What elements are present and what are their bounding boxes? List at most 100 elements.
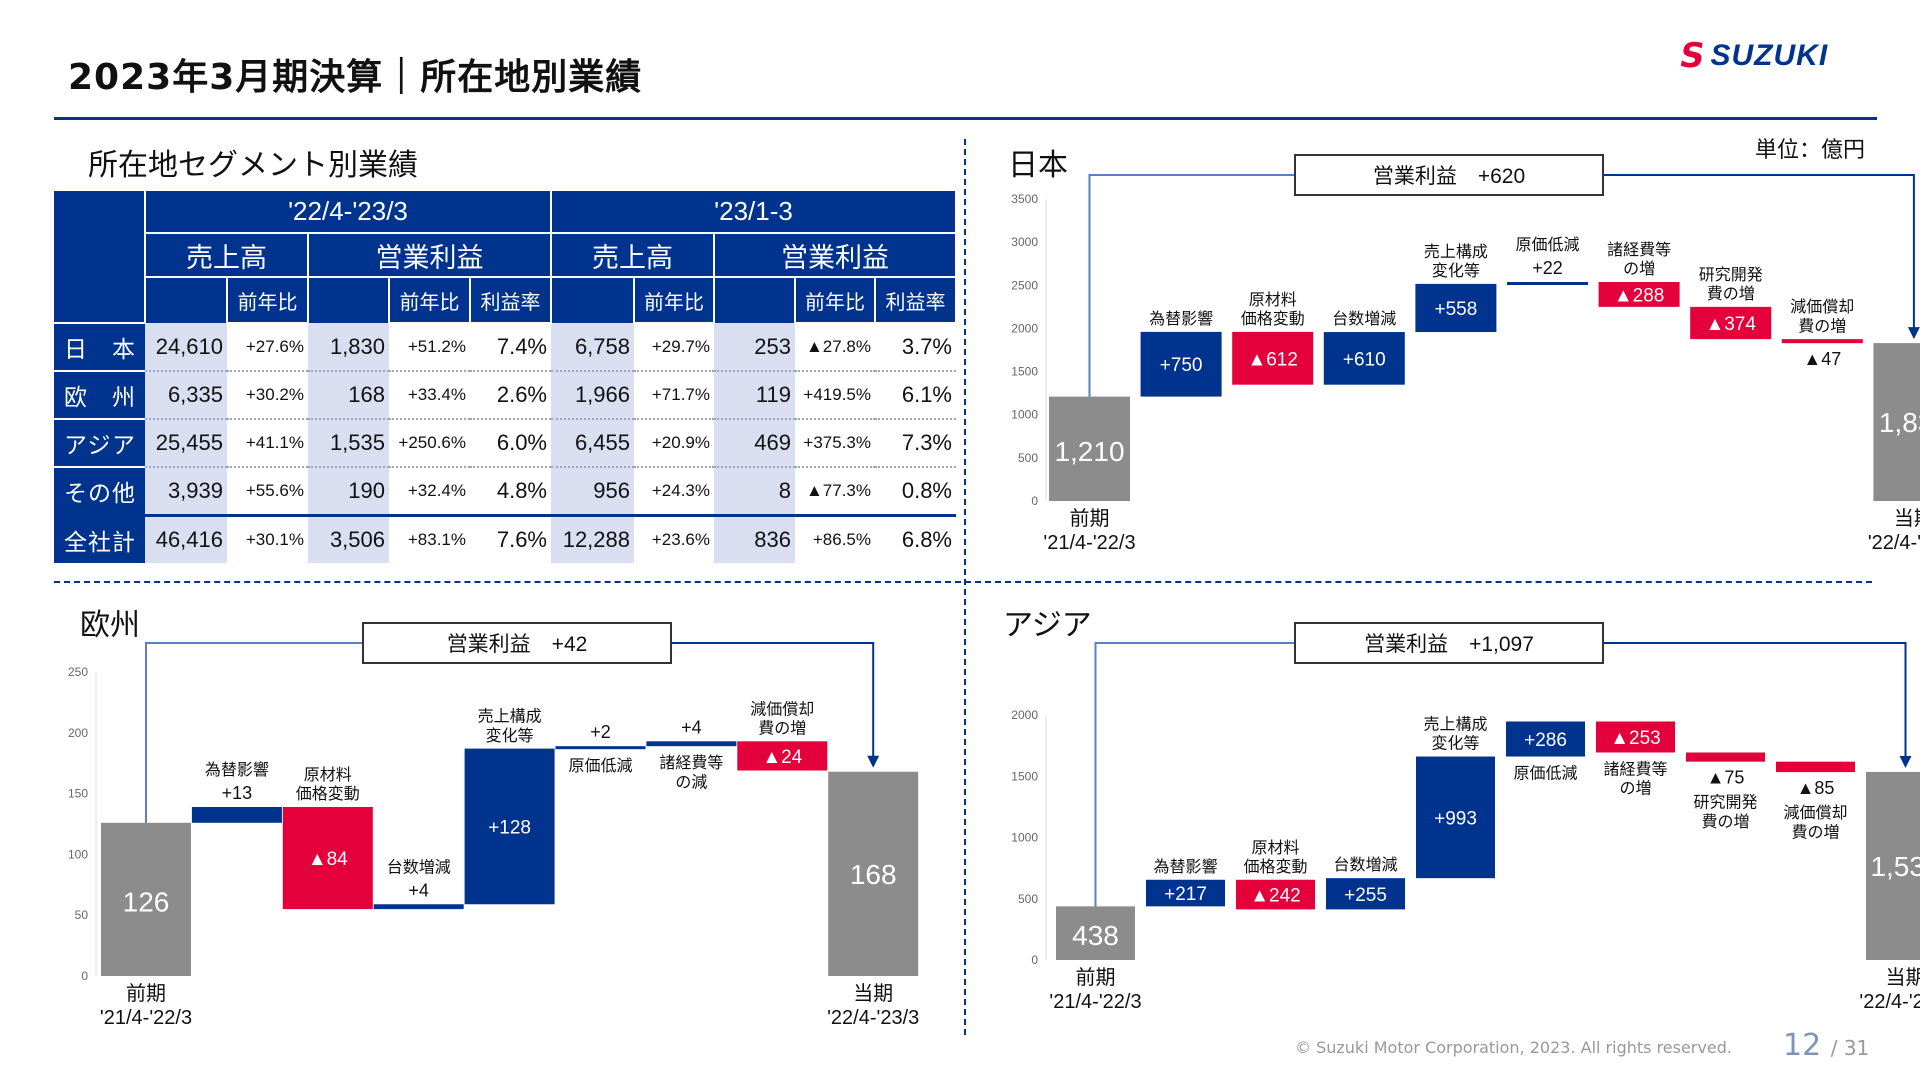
step-category-label: 費の増 (1798, 317, 1846, 335)
table-row: その他 3,939 +55.6% 190 +32.4% 4.8% 956 +24.3% 8 ▲77… (54, 467, 956, 516)
bracket-line (1088, 174, 1295, 397)
step-value-label: ▲75 (1707, 768, 1745, 788)
value-cell: 3.7% (875, 323, 956, 372)
start-period-label: 前期 (1076, 966, 1116, 989)
y-tick-label: 2500 (1011, 278, 1038, 292)
asia-chart-title: アジア (1003, 608, 1092, 643)
start-period-label: '21/4-'22/3 (1049, 991, 1141, 1013)
value-cell: 6.1% (875, 371, 956, 420)
step-bar (737, 741, 828, 771)
y-tick-label: 1500 (1011, 365, 1038, 379)
step-category-label: 台数増減 (1333, 856, 1397, 874)
step-category-label: 諸経費等 (1603, 760, 1667, 778)
value-cell: 1,830 (308, 323, 389, 372)
y-tick-label: 1000 (1011, 408, 1038, 422)
y-tick-label: 0 (81, 969, 88, 983)
value-cell: 6,335 (145, 371, 227, 420)
y-tick-label: 2000 (1011, 708, 1038, 722)
yoy-cell: ▲27.8% (795, 323, 875, 372)
value-cell: 25,455 (145, 419, 227, 468)
step-category-label: の減 (675, 773, 707, 791)
step-bar (1326, 878, 1405, 910)
step-category-label: の増 (1623, 260, 1655, 278)
step-category-label: 研究開発 (1699, 266, 1763, 284)
end-period-label: 当期 (853, 982, 893, 1005)
europe-chart-title: 欧州 (80, 608, 140, 643)
table-section-title: 所在地セグメント別業績 (88, 148, 418, 183)
step-value-label: +558 (1435, 299, 1478, 320)
step-category-label: 費の増 (1707, 285, 1755, 303)
bracket-line (1603, 642, 1907, 758)
step-bar (555, 746, 646, 750)
value-cell: 7.4% (470, 323, 551, 372)
step-value-label: ▲24 (762, 747, 802, 768)
step-value-label: ▲612 (1247, 349, 1298, 370)
summary-box (1294, 154, 1604, 196)
copyright: © Suzuki Motor Corporation, 2023. All ri… (1295, 1038, 1732, 1057)
step-value-label: +4 (408, 880, 429, 900)
step-bar (373, 904, 464, 910)
yoy-cell: +30.2% (227, 371, 308, 420)
yoy-cell: +250.6% (389, 419, 470, 468)
end-period-label: '22/4-'23/3 (1859, 991, 1920, 1013)
profit-header: 営業利益 (307, 233, 552, 278)
step-category-label: 為替影響 (1149, 310, 1213, 328)
unit-label: 単位：億円 (1755, 138, 1866, 163)
summary-label: 営業利益 +42 (447, 633, 588, 656)
yoy-cell: +27.6% (227, 323, 308, 372)
arrow-down-icon (1907, 327, 1920, 340)
step-category-label: 費の増 (1701, 813, 1749, 831)
end-period-label: '22/4-'23/3 (827, 1007, 919, 1029)
value-cell: 8 (714, 467, 795, 516)
y-tick-label: 1000 (1011, 831, 1038, 845)
value-cell: 6.8% (875, 513, 956, 563)
waterfall-chart (1045, 154, 1920, 501)
yoy-cell: +375.3% (795, 419, 875, 468)
start-period-label: '21/4-'22/3 (100, 1007, 192, 1029)
bracket-line (145, 642, 363, 823)
arrow-down-icon (1899, 755, 1912, 768)
step-category-label: 原価低減 (1513, 765, 1577, 783)
bracket-line (1094, 642, 1295, 907)
end-bar (1866, 771, 1920, 960)
step-value-label: +286 (1524, 730, 1567, 751)
step-value-label: +750 (1160, 355, 1203, 376)
step-category-label: 売上構成 (1424, 243, 1488, 261)
margin-header: 利益率 (469, 277, 552, 324)
value-cell: 7.3% (875, 419, 956, 468)
sales-header: 売上高 (144, 233, 309, 278)
yoy-cell: +41.1% (227, 419, 308, 468)
region-cell: 全社計 (54, 513, 145, 563)
value-cell: 3,939 (145, 467, 227, 516)
step-category-label: 減価償却 (1790, 298, 1854, 316)
value-cell: 956 (551, 467, 634, 516)
summary-box (362, 622, 672, 664)
end-period-label: '22/4-'23/3 (1868, 532, 1920, 554)
yoy-header: 前年比 (794, 277, 876, 324)
yoy-cell: +29.7% (634, 323, 714, 372)
sales-header: 売上高 (550, 233, 715, 278)
period-header: '22/4-'23/3 (144, 191, 552, 234)
end-value-label: 1,830 (1879, 407, 1920, 438)
value-cell: 0.8% (875, 467, 956, 516)
summary-box (1294, 622, 1604, 664)
step-value-label: +128 (488, 817, 531, 838)
yoy-cell: +30.1% (227, 513, 308, 563)
step-value-label: ▲242 (1250, 886, 1301, 907)
value-cell: 7.6% (470, 513, 551, 563)
yoy-cell: +32.4% (389, 467, 470, 516)
step-value-label: ▲84 (308, 849, 348, 870)
end-bar (828, 771, 919, 976)
step-bar (1776, 761, 1855, 773)
step-category-label: 原材料 (1249, 291, 1297, 309)
summary-label: 営業利益 +620 (1373, 165, 1525, 188)
yoy-cell: +55.6% (227, 467, 308, 516)
value-cell: 469 (714, 419, 795, 468)
step-category-label: 原材料 (304, 766, 352, 784)
y-tick-label: 250 (68, 665, 88, 679)
step-category-label: の増 (1619, 780, 1651, 798)
step-value-label: +13 (222, 783, 253, 803)
end-value-label: 1,535 (1870, 851, 1920, 882)
segment-table: '22/4-'23/3 '23/1-3 売上高 営業利益 売上高 営業利益 前年… (54, 191, 957, 563)
